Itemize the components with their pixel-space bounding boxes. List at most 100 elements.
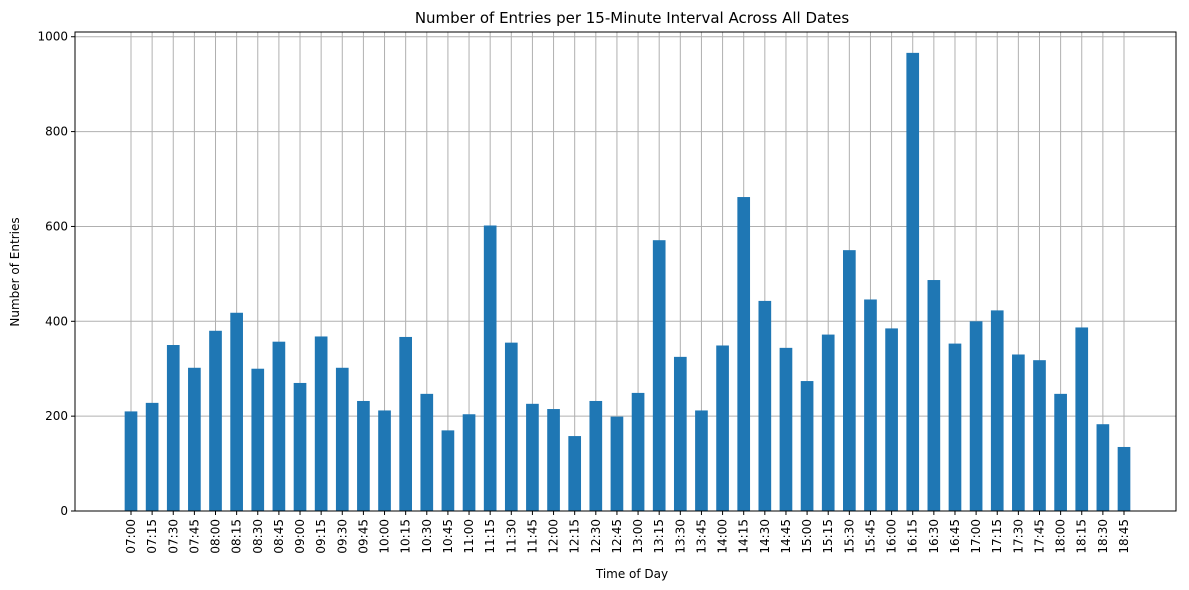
- x-tick-label: 12:00: [547, 519, 561, 554]
- x-tick-label: 18:15: [1075, 519, 1089, 554]
- x-tick-label: 11:30: [504, 519, 518, 554]
- x-tick-label: 08:30: [251, 519, 265, 554]
- bar-1130: [504, 342, 518, 511]
- bar-1815: [1075, 327, 1089, 511]
- x-tick-label: 14:30: [758, 519, 772, 554]
- x-tick-label: 09:45: [356, 519, 370, 554]
- bar-1830: [1096, 424, 1110, 511]
- bar-1145: [526, 403, 539, 511]
- x-axis: 07:00 07:15 07:30 07:45 08:00 08:15 08:30 08:45…: [124, 511, 1131, 554]
- y-tick-label: 400: [45, 314, 68, 328]
- bar-1445: [779, 347, 793, 511]
- bar-0730: [166, 345, 180, 511]
- y-axis-title: Number of Entries: [8, 217, 22, 326]
- plot-frame: [74, 31, 1177, 512]
- x-tick-label: 08:45: [272, 519, 286, 554]
- x-tick-label: 18:30: [1096, 519, 1110, 554]
- bar-1645: [948, 343, 962, 511]
- x-tick-label: 12:30: [589, 519, 603, 554]
- x-tick-label: 12:45: [610, 519, 624, 554]
- x-tick-label: 09:30: [335, 519, 349, 554]
- x-tick-label: 17:45: [1032, 519, 1046, 554]
- bar-1745: [1033, 360, 1046, 511]
- bar-0700: [124, 411, 138, 511]
- x-tick-label: 09:00: [293, 519, 307, 554]
- bar-1000: [378, 410, 391, 511]
- bar-0800: [209, 330, 222, 511]
- bar-1415: [737, 197, 751, 512]
- bar-0715: [145, 402, 159, 511]
- y-tick-label: 200: [45, 409, 68, 423]
- x-tick-label: 14:15: [737, 519, 751, 554]
- bar-1500: [800, 381, 814, 511]
- x-tick-label: 16:30: [927, 519, 941, 554]
- x-axis-title: Time of Day: [595, 567, 668, 581]
- x-tick-label: 15:30: [842, 519, 856, 554]
- x-tick-label: 10:15: [399, 519, 413, 554]
- bar-0745: [188, 367, 201, 511]
- bar-1300: [631, 392, 645, 511]
- bar-1030: [420, 393, 434, 511]
- x-tick-label: 11:45: [525, 519, 539, 554]
- bar-1100: [462, 414, 476, 511]
- x-tick-label: 13:30: [673, 519, 687, 554]
- bars: [124, 52, 1131, 512]
- chart-title: Number of Entries per 15-Minute Interval…: [415, 9, 850, 27]
- bar-1115: [483, 225, 497, 512]
- x-tick-label: 16:00: [885, 519, 899, 554]
- y-axis: 0 200 400 600 800 1000: [37, 30, 75, 518]
- bar-1845: [1117, 446, 1131, 511]
- y-tick-label: 800: [45, 125, 68, 139]
- y-tick-label: 0: [60, 504, 68, 518]
- y-tick-label: 600: [45, 219, 68, 233]
- x-tick-label: 10:30: [420, 519, 434, 554]
- bar-1730: [1012, 354, 1025, 511]
- x-tick-label: 18:45: [1117, 519, 1131, 554]
- bar-0900: [293, 382, 307, 511]
- bar-0915: [314, 336, 328, 511]
- bar-1530: [843, 250, 856, 511]
- bar-1245: [610, 416, 624, 511]
- x-tick-label: 13:45: [694, 519, 708, 554]
- x-tick-label: 07:30: [166, 519, 180, 554]
- bar-1230: [589, 400, 603, 511]
- x-tick-label: 10:45: [441, 519, 455, 554]
- x-tick-label: 17:15: [990, 519, 1004, 554]
- x-tick-label: 08:15: [230, 519, 244, 554]
- bar-1400: [716, 345, 729, 511]
- x-tick-label: 18:00: [1054, 519, 1068, 554]
- x-tick-label: 11:15: [483, 519, 497, 554]
- x-tick-label: 13:15: [652, 519, 666, 554]
- bar-1315: [652, 240, 666, 511]
- x-tick-label: 07:15: [145, 519, 159, 554]
- bar-1015: [399, 336, 412, 511]
- y-tick-label: 1000: [37, 30, 68, 44]
- bar-0945: [357, 400, 370, 511]
- x-tick-label: 12:15: [568, 519, 582, 554]
- x-tick-label: 15:15: [821, 519, 835, 554]
- bar-1215: [568, 436, 582, 511]
- bar-1545: [864, 299, 877, 511]
- x-tick-label: 13:00: [631, 519, 645, 554]
- x-tick-label: 15:00: [800, 519, 814, 554]
- x-tick-label: 07:45: [187, 519, 201, 554]
- x-tick-label: 10:00: [378, 519, 392, 554]
- x-tick-label: 08:00: [209, 519, 223, 554]
- bar-1615: [906, 52, 920, 512]
- bar-1630: [927, 280, 941, 511]
- x-tick-label: 16:15: [906, 519, 920, 554]
- x-tick-label: 11:00: [462, 519, 476, 554]
- x-tick-label: 16:45: [948, 519, 962, 554]
- bar-0815: [230, 312, 243, 511]
- x-tick-label: 07:00: [124, 519, 138, 554]
- bar-0845: [272, 341, 286, 511]
- bar-1515: [821, 334, 835, 511]
- x-tick-label: 09:15: [314, 519, 328, 554]
- bar-1345: [695, 410, 708, 511]
- bar-1800: [1054, 393, 1067, 511]
- x-tick-label: 14:00: [716, 519, 730, 554]
- bar-1200: [547, 409, 560, 511]
- bar-1045: [441, 430, 455, 511]
- bar-0930: [335, 367, 349, 511]
